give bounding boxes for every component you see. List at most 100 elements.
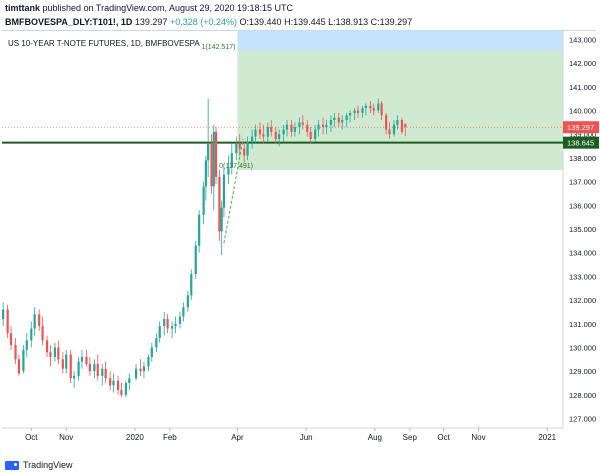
candle-body [69, 354, 72, 379]
candle-body [96, 364, 99, 376]
candle-body [298, 122, 301, 128]
y-tick-label: 139.000 [569, 130, 596, 139]
candle-body [293, 127, 296, 132]
candle-body [369, 105, 372, 109]
author-name[interactable]: timttank [5, 3, 41, 13]
candle-body [41, 326, 44, 341]
symbol-info: BMFBOVESPA_DLY:T101!, 1D 139.297 +0.328 … [5, 17, 412, 27]
candle-body [235, 143, 238, 154]
y-tick-label: 135.000 [569, 225, 596, 234]
candle-body [77, 361, 80, 376]
candle-body [150, 347, 153, 357]
y-tick-label: 137.000 [569, 178, 596, 187]
y-tick-label: 142.000 [569, 59, 596, 68]
candle-body [194, 245, 197, 275]
candle-body [45, 340, 49, 353]
publish-info: timttank published on TradingView.com, A… [5, 3, 293, 13]
candle-body [238, 143, 241, 149]
candle-body [388, 129, 391, 135]
candle-body [190, 274, 193, 296]
fib-annotation: 0(137.491) [219, 163, 253, 170]
candle-body [101, 368, 104, 376]
candle-body [285, 124, 289, 130]
price-chart[interactable]: 127.000 128.000 129.000 130.000 131.000 132.0… [0, 30, 600, 450]
candle-body [124, 382, 128, 395]
candle-body [361, 108, 364, 113]
candle-body [222, 174, 226, 208]
candle-body [321, 124, 325, 128]
support-price-tag [563, 136, 599, 149]
candle-body [290, 124, 293, 132]
candle-body [17, 359, 20, 374]
candle-body [65, 354, 68, 369]
candle-body [230, 153, 233, 168]
candle-body [212, 131, 215, 187]
candle-body [93, 364, 96, 372]
tradingview-logo-icon [5, 460, 19, 470]
candle-body [139, 368, 142, 372]
candle-body [57, 347, 60, 360]
y-tick-label: 134.000 [569, 249, 596, 258]
candle-body [348, 112, 352, 116]
candle-body [392, 124, 396, 135]
candle-body [274, 131, 277, 139]
y-tick-label: 129.000 [569, 367, 596, 376]
y-tick-label: 128.000 [569, 391, 596, 400]
x-tick-label: Apr [231, 433, 244, 442]
candle-body [9, 333, 13, 346]
candle-body [317, 124, 320, 130]
x-tick-label: Oct [25, 433, 38, 442]
candle-body [207, 143, 210, 161]
candle-body [80, 356, 84, 362]
footer-brand[interactable]: TradingView [23, 460, 73, 470]
candle-body [171, 326, 174, 329]
zone-target [237, 50, 563, 171]
candle-body [178, 316, 182, 324]
candle-body [400, 120, 404, 132]
candle-body [306, 124, 309, 132]
candle-body [38, 314, 41, 327]
ohlc-values: O:139.440 H:139.445 L:138.913 C:139.297 [239, 17, 413, 27]
candle-body [128, 378, 131, 383]
candle-body [202, 186, 205, 215]
candle-body [22, 349, 25, 372]
last-price-tag [563, 121, 599, 134]
candle-body [356, 110, 360, 113]
x-tick-label: Nov [59, 433, 73, 442]
candle-body [214, 131, 218, 177]
candle-body [385, 115, 388, 130]
candle-body [227, 167, 230, 175]
candle-body [204, 160, 207, 187]
chart-title: US 10-YEAR T-NOTE FUTURES, 1D, BMFBOVESP… [8, 39, 200, 48]
candle-body [25, 340, 28, 350]
support-price-label: 138.645 [567, 139, 594, 148]
last-price-label: 139.297 [567, 123, 594, 132]
candle-body [112, 380, 115, 386]
candle-body [250, 136, 254, 142]
y-tick-label: 131.000 [569, 320, 596, 329]
y-tick-label: 136.000 [569, 201, 596, 210]
dashed-trend-line [223, 138, 244, 244]
x-tick-label: 2020 [126, 433, 144, 442]
candle-body [262, 134, 265, 137]
candle-body [166, 319, 169, 329]
candle-body [337, 117, 340, 123]
candle-body [246, 141, 249, 156]
fib-annotation: 1(142.517) [202, 44, 236, 51]
candle-body [258, 129, 262, 135]
y-tick-label: 130.000 [569, 343, 596, 352]
candle-body [396, 120, 399, 125]
x-tick-label: Oct [437, 433, 450, 442]
candle-body [282, 129, 285, 135]
candle-body [2, 309, 5, 320]
candle-body [198, 214, 201, 246]
candle-body [142, 366, 146, 372]
candle-body [6, 309, 9, 334]
candle-body [174, 323, 177, 327]
last-value: 139.297 [134, 17, 168, 27]
candle-body [333, 117, 336, 121]
candle-body [309, 131, 312, 139]
candle-body [266, 127, 269, 137]
candle-body [147, 356, 150, 367]
symbol-name: BMFBOVESPA_DLY:T101!, 1D [5, 17, 133, 27]
